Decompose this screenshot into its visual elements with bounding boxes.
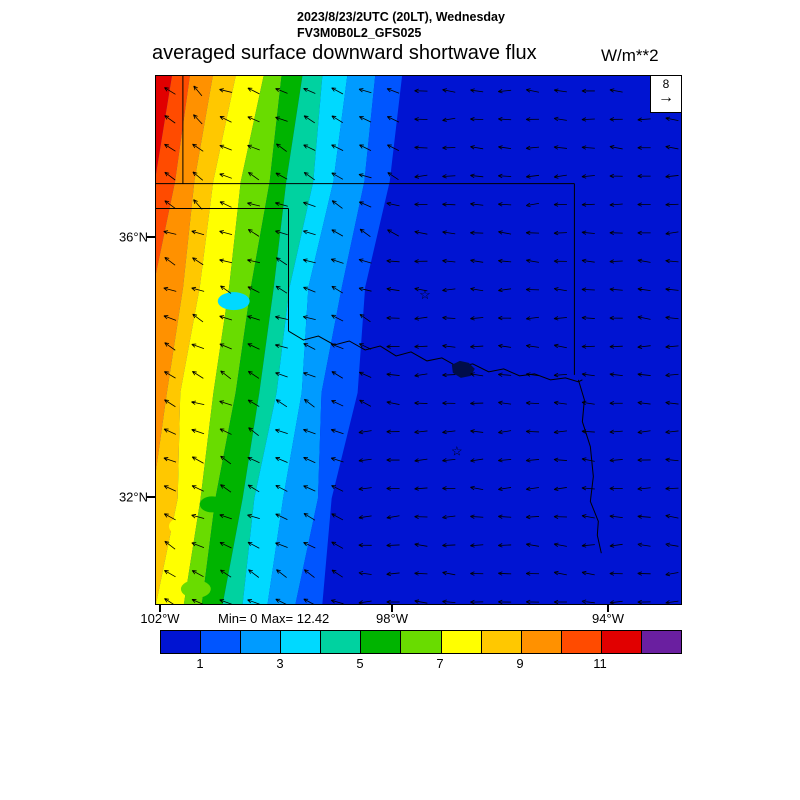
lake-layer bbox=[451, 360, 475, 378]
reference-vector-value: 8 bbox=[662, 77, 670, 91]
colorbar-segment bbox=[601, 631, 642, 653]
flux-band bbox=[295, 76, 403, 604]
wind-arrows bbox=[163, 85, 679, 604]
valid-time-text: 2023/8/23/2UTC (20LT), Wednesday bbox=[297, 10, 505, 24]
colorbar-segment bbox=[241, 631, 282, 653]
flux-band bbox=[156, 76, 213, 471]
colorbar-tick-label: 9 bbox=[516, 656, 524, 671]
colorbar-segment bbox=[641, 631, 682, 653]
flux-blob bbox=[217, 292, 250, 311]
lat-axis-tick bbox=[147, 236, 155, 238]
colorbar-segment bbox=[361, 631, 402, 653]
city-star-marker: ☆ bbox=[451, 444, 463, 459]
lat-axis-tick bbox=[147, 496, 155, 498]
flux-band bbox=[222, 76, 323, 604]
state-border-line bbox=[288, 330, 583, 383]
colorbar-segment bbox=[401, 631, 442, 653]
colorbar-segment bbox=[481, 631, 522, 653]
lon-axis-label: 102°W bbox=[140, 611, 180, 626]
colorbar bbox=[160, 630, 682, 654]
flux-band bbox=[156, 76, 172, 604]
map-svg: ☆☆ bbox=[156, 76, 681, 604]
min-max-text: Min= 0 Max= 12.42 bbox=[218, 611, 330, 626]
flux-blob bbox=[168, 517, 195, 536]
plot-units-label: W/m**2 bbox=[601, 46, 659, 65]
wind-arrows-layer bbox=[163, 85, 679, 604]
city-star-marker: ☆ bbox=[419, 287, 431, 302]
flux-blob bbox=[199, 496, 224, 513]
state-borders-layer bbox=[156, 76, 602, 554]
flux-band bbox=[242, 76, 348, 604]
lon-axis-label: 94°W bbox=[592, 611, 624, 626]
colorbar-tick-label: 3 bbox=[276, 656, 284, 671]
colorbar-segment bbox=[441, 631, 482, 653]
city-markers-layer: ☆☆ bbox=[419, 287, 462, 458]
lon-axis-tick bbox=[607, 604, 609, 612]
flux-field-layer bbox=[156, 76, 681, 604]
flux-band bbox=[156, 76, 190, 274]
reference-vector-box: 8 → bbox=[650, 76, 681, 113]
lon-axis-tick bbox=[391, 604, 393, 612]
colorbar-tick-label: 5 bbox=[356, 656, 364, 671]
colorbar-segment bbox=[201, 631, 242, 653]
lat-axis-label: 32°N bbox=[118, 489, 148, 505]
plot-title: averaged surface downward shortwave flux bbox=[152, 42, 537, 64]
lake-shape bbox=[451, 360, 475, 378]
colorbar-tick-label: 1 bbox=[196, 656, 204, 671]
flux-band bbox=[267, 76, 376, 604]
colorbar-segment bbox=[161, 631, 202, 653]
flux-blob bbox=[180, 580, 211, 599]
colorbar-tick-label: 11 bbox=[593, 656, 607, 671]
colorbar-segment bbox=[561, 631, 602, 653]
reference-vector-arrow-icon: → bbox=[658, 89, 674, 106]
state-border-line bbox=[577, 379, 602, 554]
lon-axis-label: 98°W bbox=[376, 611, 408, 626]
model-name-text: FV3M0B0L2_GFS025 bbox=[297, 26, 422, 40]
colorbar-tick-label: 7 bbox=[436, 656, 444, 671]
lon-axis-tick bbox=[159, 604, 161, 612]
colorbar-segment bbox=[281, 631, 322, 653]
colorbar-segment bbox=[521, 631, 562, 653]
flux-band bbox=[156, 76, 236, 604]
lat-axis-label: 36°N bbox=[118, 229, 148, 245]
map-frame: ☆ ☆ 8 → bbox=[155, 75, 682, 605]
colorbar-segment bbox=[321, 631, 362, 653]
